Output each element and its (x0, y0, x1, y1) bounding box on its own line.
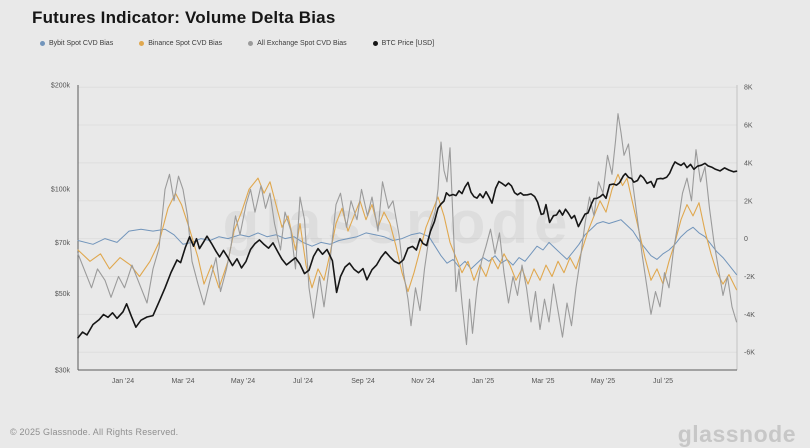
copyright-text: © 2025 Glassnode. All Rights Reserved. (10, 427, 179, 437)
legend-marker-icon (139, 41, 145, 46)
legend: Bybit Spot CVD Bias Binance Spot CVD Bias… (40, 40, 434, 47)
legend-item-label: Binance Spot CVD Bias (148, 40, 223, 47)
x-tick-label: Mar '24 (171, 378, 194, 385)
series-bybit-spot-cvd-bias (77, 219, 737, 276)
legend-item-label: BTC Price [USD] (381, 40, 435, 47)
x-tick-label: Jan '25 (472, 378, 494, 385)
y-right-tick-label: -6K (744, 350, 755, 357)
y-right-tick-label: 0 (744, 236, 748, 243)
legend-marker-icon (248, 41, 254, 46)
y-right-tick-label: 8K (744, 85, 753, 92)
x-tick-label: Mar '25 (531, 378, 554, 385)
legend-item-bybit-spot-cvd-bias[interactable]: Bybit Spot CVD Bias (40, 40, 113, 47)
x-tick-label: Sep '24 (351, 378, 375, 385)
y-right-tick-label: -2K (744, 274, 755, 281)
legend-item-btc-price-usd-[interactable]: BTC Price [USD] (372, 40, 435, 47)
legend-item-binance-spot-cvd-bias[interactable]: Binance Spot CVD Bias (139, 40, 222, 47)
legend-marker-icon (40, 41, 45, 46)
y-left-tick-label: $200k (51, 83, 71, 90)
legend-marker-icon (372, 41, 378, 46)
x-tick-label: Jul '25 (653, 378, 673, 385)
y-left-tick-label: $50k (55, 291, 71, 298)
y-left-tick-label: $30k (55, 368, 71, 375)
legend-item-label: All Exchange Spot CVD Bias (257, 40, 347, 47)
x-tick-label: Jul '24 (293, 378, 313, 385)
y-right-tick-label: 2K (744, 198, 753, 205)
x-tick-label: Jan '24 (112, 378, 134, 385)
series-btc-price-usd- (77, 161, 738, 339)
y-right-tick-label: -4K (744, 312, 755, 319)
y-right-tick-label: 4K (744, 160, 753, 167)
x-tick-label: May '25 (591, 378, 615, 385)
x-tick-label: Nov '24 (411, 378, 435, 385)
glassnode-logo: glassnode (677, 421, 796, 447)
y-right-tick-label: 6K (744, 123, 753, 130)
watermark-text: glassnode (223, 189, 574, 256)
legend-item-label: Bybit Spot CVD Bias (49, 40, 114, 47)
y-left-tick-label: $100k (51, 187, 71, 194)
y-left-tick-label: $70k (55, 240, 71, 247)
legend-item-all-exchange-spot-cvd-bias[interactable]: All Exchange Spot CVD Bias (248, 40, 347, 47)
page-title: Futures Indicator: Volume Delta Bias (32, 8, 336, 27)
series-binance-spot-cvd-bias (77, 173, 738, 293)
x-tick-label: May '24 (231, 378, 255, 385)
